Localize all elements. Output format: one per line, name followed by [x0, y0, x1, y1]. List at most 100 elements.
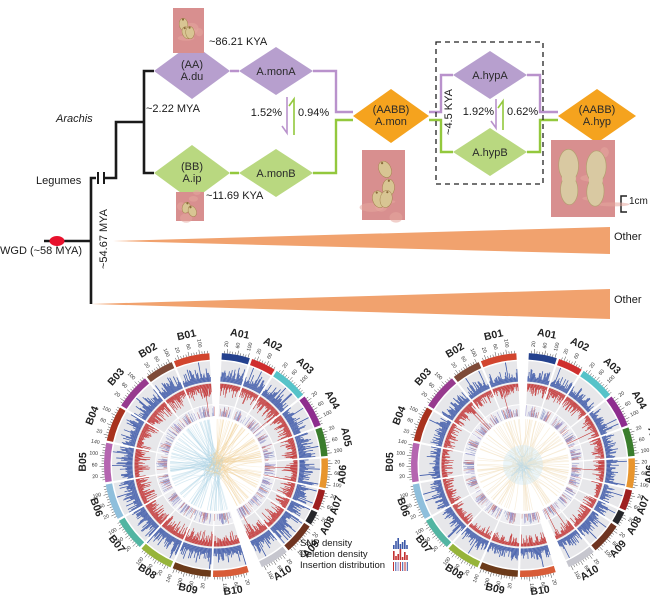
b-split-age-label: ~11.69 KYA [206, 190, 264, 202]
chromosome-arc-A09 [591, 522, 617, 551]
chromosome-label-A01: A01 [536, 327, 557, 342]
chromosome-arc-A02 [556, 358, 582, 376]
deletion-density-track-B08 [161, 516, 188, 540]
chromosome-arc-A10 [566, 546, 594, 568]
insertion-track-A01 [525, 405, 540, 419]
deletion-density-track-A05 [589, 437, 605, 459]
synteny-ribbons [170, 419, 262, 512]
axis-ticks-A08 [617, 514, 627, 526]
chromosome-arc-B05 [104, 442, 113, 483]
snp-density-track-B03 [441, 392, 471, 421]
svg-text:60: 60 [638, 436, 645, 443]
snp-density-track-B04 [120, 414, 145, 447]
chromosome-label-A05: A05 [645, 426, 650, 448]
a-lineage-branches [230, 69, 558, 114]
svg-text:60: 60 [573, 352, 581, 360]
axis-ticks-B01 [482, 349, 515, 361]
axis-tick-labels-B04: 20 60 100 [403, 405, 419, 435]
chromosome-label-B04: B04 [390, 404, 408, 426]
axis-tick-labels-B05: 20 60 100 140 [89, 439, 100, 481]
svg-text:100: 100 [135, 556, 145, 567]
axis-ticks-A06 [325, 460, 333, 489]
svg-text:100: 100 [161, 348, 170, 358]
deletion-density-track-A06 [263, 460, 298, 482]
svg-text:100: 100 [221, 583, 228, 592]
deletion-density-track-A02 [239, 387, 259, 406]
snp-density-track-A05 [294, 432, 319, 459]
insertion-track-B04 [466, 433, 482, 454]
axis-tick-labels-A05: 20 60 100 [635, 425, 650, 455]
scale-bar-label: 1cm [629, 196, 648, 207]
axis-ticks-B03 [120, 377, 144, 404]
chromosome-arc-A05 [315, 427, 328, 457]
axis-tick-labels-B04: 20 60 100 [96, 405, 112, 435]
svg-text:60: 60 [235, 342, 242, 349]
snp-density-track-B05 [419, 446, 442, 479]
other-lineage-label-2: Other [614, 294, 642, 306]
legumes-label: Legumes [36, 175, 82, 187]
axis-ticks-B05 [406, 444, 413, 481]
gene-flow-arrow-hypB-up [497, 98, 504, 130]
insertion-track-A10 [542, 502, 560, 520]
axis-ticks-A09 [597, 528, 618, 551]
deletion-density-track-B07 [452, 501, 473, 525]
chromosome-arc-A06 [319, 458, 328, 489]
species-node-monB: A.monB [239, 149, 313, 197]
deletion-density-track-A06 [571, 460, 605, 482]
svg-text:20: 20 [320, 517, 328, 525]
svg-text:100: 100 [126, 371, 136, 381]
deletion-density-track-B09 [184, 528, 213, 547]
axis-tick-labels-B06: 20 60 100 [92, 492, 110, 521]
circos-plot-a-hyp: 20 60 100A012060A022060100A032060100A04206… [385, 327, 650, 599]
svg-text:100: 100 [553, 342, 561, 352]
svg-text:20: 20 [103, 513, 111, 521]
chromosome-arc-A03 [273, 370, 304, 399]
axis-ticks-A05 [629, 428, 639, 454]
snp-density-track-A08 [593, 500, 616, 517]
chromosome-arc-B04 [106, 407, 126, 442]
chromosome-arc-B06 [412, 483, 431, 519]
chromosome-label-B08: B08 [136, 561, 159, 582]
svg-text:20: 20 [531, 341, 538, 347]
snp-density-track-B06 [116, 479, 143, 513]
svg-text:60: 60 [189, 580, 196, 587]
chromosome-arc-B07 [425, 517, 452, 548]
chromosome-label-A10: A10 [271, 563, 294, 583]
chromosome-arc-A01 [528, 353, 557, 365]
axis-ticks-B02 [147, 358, 170, 376]
insertion-track-B08 [485, 501, 503, 519]
chromosome-label-B04: B04 [83, 404, 101, 426]
svg-text:100: 100 [195, 339, 202, 349]
snp-density-track-A06 [604, 459, 627, 486]
svg-text:140: 140 [472, 573, 481, 583]
chromosome-label-A04: A04 [322, 389, 342, 412]
insertion-track-B07 [164, 487, 183, 507]
snp-density-track-A04 [589, 408, 619, 436]
svg-text:20: 20 [329, 494, 336, 501]
svg-text:20: 20 [480, 346, 488, 354]
svg-text:A.monA: A.monA [256, 66, 296, 78]
hyp-subgenome-dashed-box [435, 41, 544, 185]
b-lineage-branches [230, 118, 558, 175]
axis-ticks-B10 [214, 572, 248, 582]
svg-text:60: 60 [146, 563, 154, 571]
svg-text:60: 60 [399, 462, 405, 468]
snp-density-track-B04 [429, 417, 452, 447]
svg-text:20: 20 [618, 531, 626, 539]
snp-density-track-A09 [270, 510, 303, 544]
svg-text:100: 100 [101, 405, 112, 414]
deletion-density-track-A04 [269, 415, 293, 441]
deletion-density-track-B03 [147, 402, 173, 426]
chromosome-label-B10: B10 [530, 584, 551, 599]
svg-text:60: 60 [610, 540, 618, 548]
deletion-density-track-B06 [442, 478, 461, 505]
